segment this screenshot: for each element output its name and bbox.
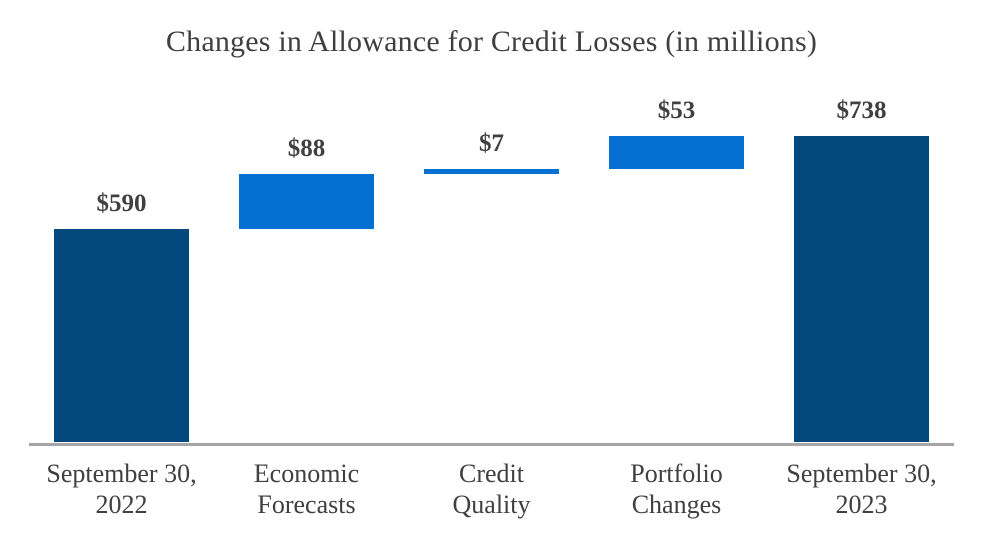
total-bar	[794, 136, 929, 442]
change-bar	[424, 169, 559, 174]
x-axis-category-label: September 30, 2022	[46, 459, 197, 519]
x-axis-category-label: Economic Forecasts	[253, 459, 360, 519]
x-axis-category-label: September 30, 2023	[786, 459, 937, 519]
x-axis-category-label: Credit Quality	[452, 459, 531, 519]
bar-value-label: $53	[657, 97, 696, 124]
x-axis-line	[29, 443, 954, 446]
x-axis-category-label: Portfolio Changes	[630, 459, 723, 519]
bar-value-label: $7	[479, 130, 504, 158]
bar-value-label: $738	[836, 97, 887, 124]
change-bar	[609, 136, 744, 170]
bar-value-label: $88	[287, 134, 326, 162]
chart-title: Changes in Allowance for Credit Losses (…	[165, 25, 818, 58]
change-bar	[239, 173, 374, 229]
total-bar	[54, 228, 189, 442]
bar-value-label: $590	[96, 189, 147, 217]
